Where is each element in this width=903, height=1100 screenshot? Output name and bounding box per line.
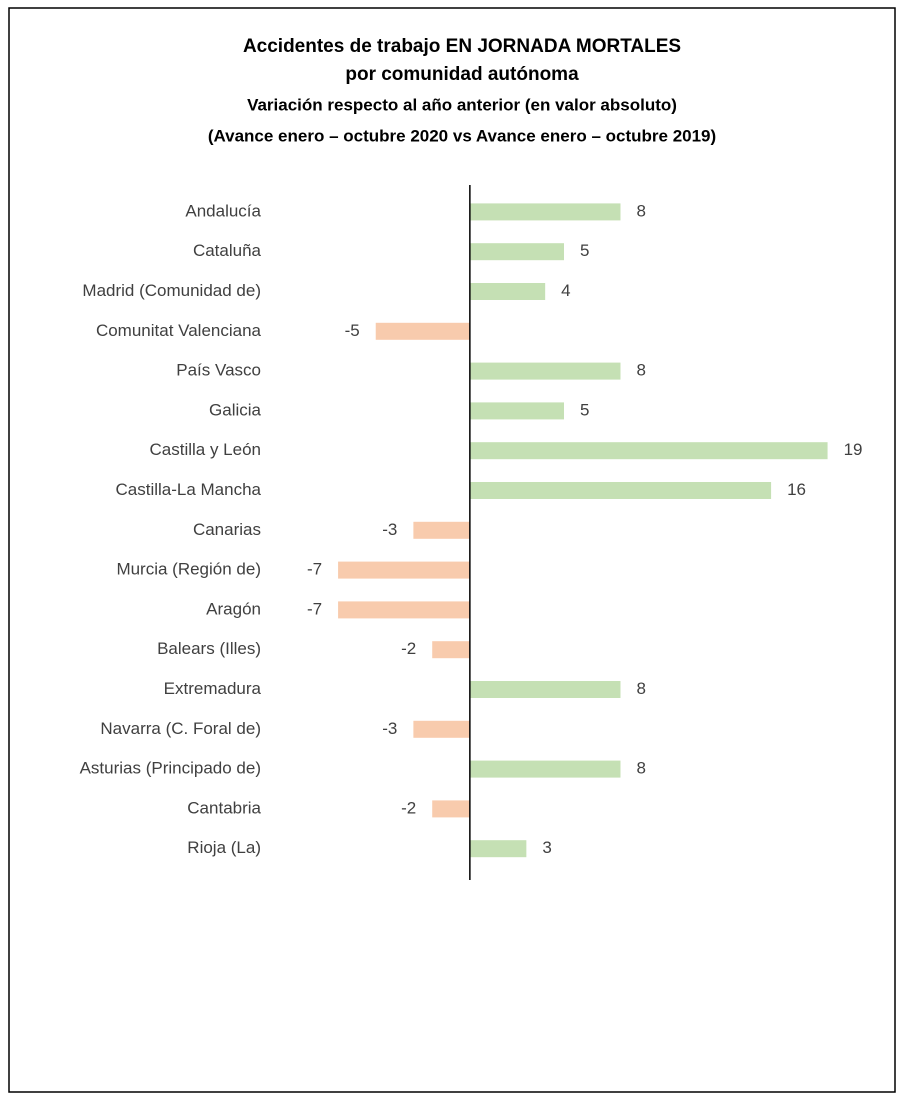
bar [413,720,470,738]
category-label: Navarra (C. Foral de) [100,719,261,738]
bar [432,800,470,818]
chart-subtitle: Variación respecto al año anterior (en v… [247,95,677,114]
category-label: Aragón [206,599,261,618]
category-label: Cantabria [187,798,261,817]
category-label: Andalucía [185,201,261,220]
chart-title: por comunidad autónoma [345,64,579,85]
bar [469,243,564,261]
category-label: País Vasco [176,361,261,380]
chart-border [8,7,896,1093]
category-label: Castilla y León [149,440,261,459]
category-label: Cataluña [193,241,262,260]
chart-subtitle: (Avance enero – octubre 2020 vs Avance e… [208,126,716,145]
value-label: 19 [844,440,863,459]
bar [338,601,470,619]
category-label: Madrid (Comunidad de) [82,281,261,300]
bar [469,482,772,499]
bar [469,402,564,420]
value-label: 8 [636,201,645,220]
bar [469,840,527,858]
value-label: 5 [580,241,589,260]
category-label: Castilla-La Mancha [115,480,261,499]
value-label: -3 [382,520,397,539]
category-label: Asturias (Principado de) [80,759,261,778]
category-label: Comunitat Valenciana [96,321,262,340]
value-label: -2 [401,639,416,658]
bar [469,681,621,698]
bar [469,362,621,380]
bar [338,561,470,579]
value-label: 16 [787,480,806,499]
category-label: Balears (Illes) [157,639,261,658]
value-label: -7 [307,599,322,618]
value-label: 3 [542,838,551,857]
bar [469,283,546,300]
value-label: -3 [382,719,397,738]
category-label: Galicia [209,400,262,419]
value-label: 5 [580,400,589,419]
bar [375,322,470,340]
value-label: 8 [636,361,645,380]
bar [469,442,828,460]
bar [432,641,470,659]
chart-title: Accidentes de trabajo EN JORNADA MORTALE… [243,36,681,57]
bar [413,521,470,539]
bar [469,203,621,221]
bar [469,760,621,778]
category-label: Murcia (Región de) [116,560,261,579]
value-label: -2 [401,798,416,817]
category-label: Rioja (La) [187,838,261,857]
category-label: Extremadura [164,679,262,698]
value-label: -7 [307,560,322,579]
value-label: -5 [345,321,360,340]
category-label: Canarias [193,520,261,539]
value-label: 8 [636,759,645,778]
value-label: 8 [636,679,645,698]
value-label: 4 [561,281,570,300]
